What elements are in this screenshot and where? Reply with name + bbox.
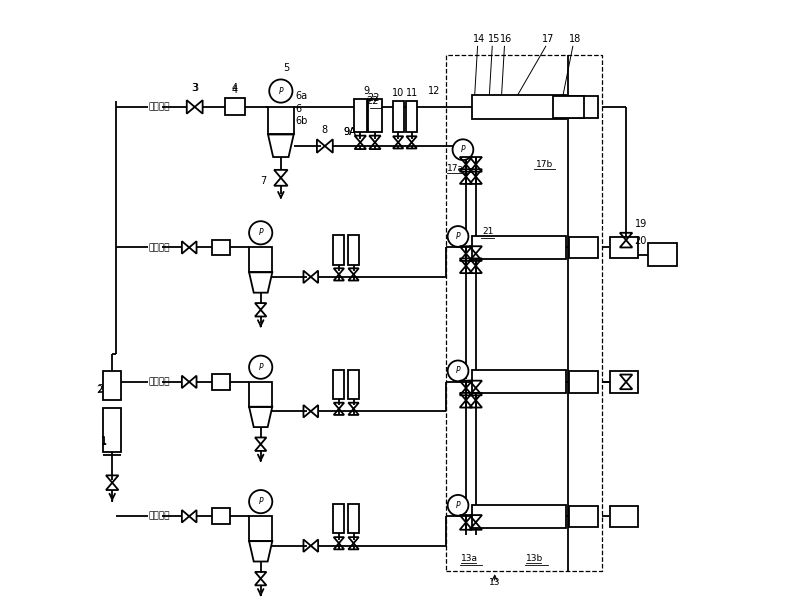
Text: 17a: 17a (447, 164, 464, 173)
Text: 17b: 17b (536, 160, 553, 169)
Circle shape (448, 360, 469, 381)
Bar (569, 236, 598, 258)
Text: 6: 6 (295, 104, 302, 114)
Text: 10: 10 (392, 89, 404, 98)
Text: 7: 7 (261, 177, 267, 186)
Circle shape (249, 490, 272, 513)
Bar (554, 96, 584, 118)
Text: P: P (456, 501, 460, 510)
Text: P: P (461, 145, 466, 154)
Text: 第三支路: 第三支路 (149, 378, 170, 386)
Text: 9A: 9A (344, 127, 357, 137)
Bar (249, 247, 272, 273)
Text: 1: 1 (101, 436, 106, 446)
Bar (249, 382, 272, 407)
Text: P: P (456, 232, 460, 241)
Text: P: P (258, 229, 263, 237)
Text: 3: 3 (192, 84, 198, 93)
Text: 13b: 13b (526, 554, 543, 563)
Text: 13a: 13a (461, 554, 478, 563)
Text: 3: 3 (192, 84, 198, 93)
Text: 4: 4 (232, 84, 238, 93)
Bar (648, 243, 678, 266)
Bar (610, 506, 638, 527)
Text: 2: 2 (97, 384, 103, 394)
Text: 第四支路: 第四支路 (149, 512, 170, 521)
Bar (348, 504, 359, 533)
Bar (334, 504, 344, 533)
Bar (348, 235, 359, 265)
Bar (472, 370, 566, 393)
Bar (569, 506, 598, 527)
Circle shape (249, 221, 272, 244)
Bar (569, 96, 598, 117)
Text: 17: 17 (542, 34, 554, 44)
Text: 4: 4 (232, 85, 238, 95)
Circle shape (270, 79, 293, 103)
Bar (472, 505, 566, 528)
Text: 6b: 6b (295, 117, 308, 126)
Text: 6a: 6a (295, 91, 308, 101)
Bar (226, 98, 245, 115)
Text: P: P (278, 87, 283, 95)
Text: 第二支路: 第二支路 (149, 243, 170, 252)
Text: 18: 18 (569, 34, 581, 44)
Text: P: P (258, 363, 263, 371)
Text: 13: 13 (489, 577, 500, 587)
Bar (334, 370, 344, 399)
Text: 16: 16 (500, 34, 513, 44)
Text: 22: 22 (367, 93, 379, 103)
Text: 22: 22 (366, 97, 378, 106)
Bar (268, 107, 294, 134)
Circle shape (448, 226, 469, 247)
Bar (212, 240, 230, 255)
Text: 20: 20 (634, 236, 647, 246)
Bar (334, 235, 344, 265)
Circle shape (249, 356, 272, 379)
Bar (406, 101, 417, 132)
Text: 9: 9 (363, 86, 370, 96)
Text: 8: 8 (322, 125, 328, 135)
Bar (103, 408, 122, 452)
Bar (348, 370, 359, 399)
Circle shape (453, 139, 474, 160)
Text: 2: 2 (96, 386, 102, 395)
Bar (212, 508, 230, 524)
Bar (103, 371, 122, 400)
Text: 第　支路: 第 支路 (149, 103, 170, 111)
Bar (472, 236, 566, 259)
Bar (249, 516, 272, 541)
Text: 19: 19 (634, 219, 647, 229)
Text: 21: 21 (482, 227, 494, 236)
Text: P: P (456, 367, 460, 375)
Bar (393, 101, 404, 132)
Text: 9A: 9A (343, 128, 356, 137)
Text: 11: 11 (406, 89, 418, 98)
Bar (354, 99, 367, 132)
Text: P: P (258, 497, 263, 506)
Bar (368, 99, 382, 132)
Bar (610, 371, 638, 392)
Text: 1: 1 (101, 437, 106, 447)
Text: 15: 15 (488, 34, 500, 44)
Circle shape (448, 495, 469, 516)
Bar (212, 374, 230, 390)
Bar (610, 236, 638, 258)
Text: 5: 5 (282, 63, 289, 73)
Bar (472, 95, 566, 119)
Bar (569, 371, 598, 392)
Text: 12: 12 (428, 86, 441, 96)
Text: 14: 14 (474, 34, 486, 44)
